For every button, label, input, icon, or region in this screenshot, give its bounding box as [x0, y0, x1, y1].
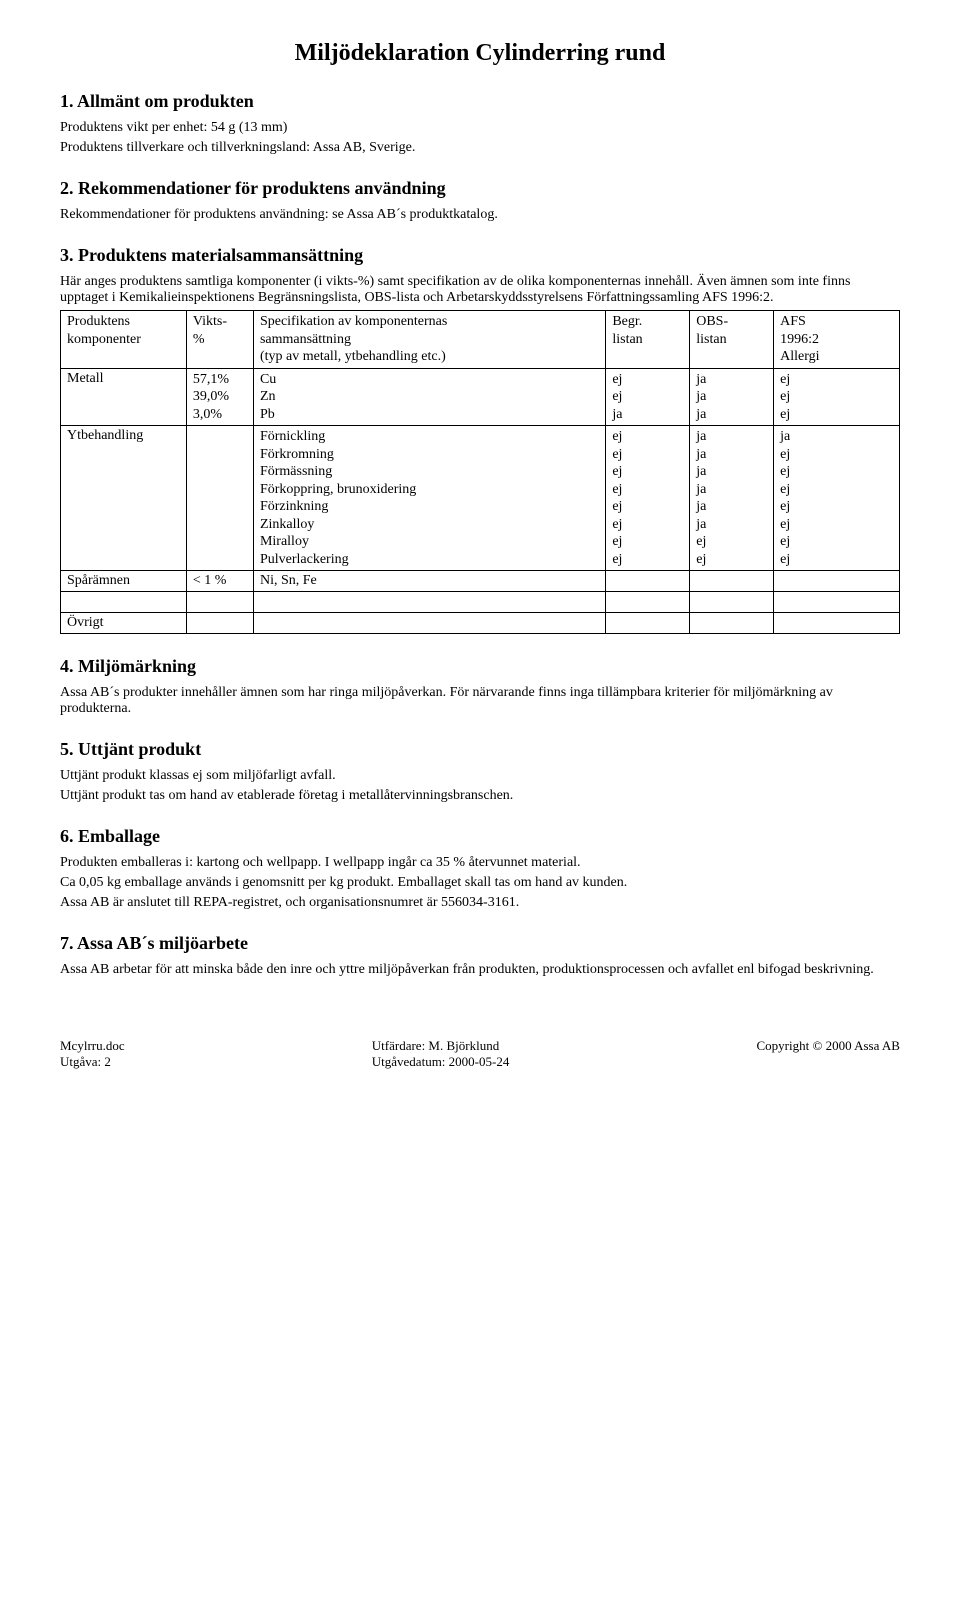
table-cell [253, 613, 605, 634]
th-obs: OBS-listan [690, 311, 774, 369]
table-cell [774, 613, 900, 634]
s5-line1: Uttjänt produkt klassas ej som miljöfarl… [60, 768, 900, 784]
table-cell: jajajajajajaejej [690, 426, 774, 571]
section-6-heading: 6. Emballage [60, 826, 900, 847]
table-cell [253, 592, 605, 613]
page-title: Miljödeklaration Cylinderring rund [60, 40, 900, 67]
table-cell: ejejej [774, 368, 900, 426]
table-cell: Övrigt [61, 613, 187, 634]
table-cell: Ytbehandling [61, 426, 187, 571]
s6-line3: Assa AB är anslutet till REPA-registret,… [60, 895, 900, 911]
s7-line1: Assa AB arbetar för att minska både den … [60, 962, 900, 978]
section-5-heading: 5. Uttjänt produkt [60, 739, 900, 760]
footer-left: Mcylrru.docUtgåva: 2 [60, 1038, 125, 1071]
section-1-heading: 1. Allmänt om produkten [60, 91, 900, 112]
s6-line1: Produkten emballeras i: kartong och well… [60, 855, 900, 871]
table-row: Spårämnen< 1 %Ni, Sn, Fe [61, 571, 900, 592]
footer-center: Utfärdare: M. BjörklundUtgåvedatum: 2000… [372, 1038, 510, 1071]
section-4-heading: 4. Miljömärkning [60, 656, 900, 677]
section-2-heading: 2. Rekommendationer för produktens använ… [60, 178, 900, 199]
table-row [61, 592, 900, 613]
table-cell [186, 613, 253, 634]
table-cell [690, 592, 774, 613]
s4-line1: Assa AB´s produkter innehåller ämnen som… [60, 685, 900, 717]
section-3-heading: 3. Produktens materialsammansättning [60, 245, 900, 266]
s1-line1: Produktens vikt per enhet: 54 g (13 mm) [60, 120, 900, 136]
s5-line2: Uttjänt produkt tas om hand av etablerad… [60, 788, 900, 804]
table-cell: ejejja [606, 368, 690, 426]
table-cell [606, 592, 690, 613]
table-row: Övrigt [61, 613, 900, 634]
th-komponenter: Produktenskomponenter [61, 311, 187, 369]
table-cell [774, 592, 900, 613]
table-cell: Ni, Sn, Fe [253, 571, 605, 592]
table-cell [606, 613, 690, 634]
table-cell [774, 571, 900, 592]
table-cell [606, 571, 690, 592]
th-spec: Specifikation av komponenternassammansät… [253, 311, 605, 369]
table-cell: jaejejejejejejej [774, 426, 900, 571]
s1-line2: Produktens tillverkare och tillverknings… [60, 140, 900, 156]
page-footer: Mcylrru.docUtgåva: 2 Utfärdare: M. Björk… [60, 1038, 900, 1071]
table-cell: Spårämnen [61, 571, 187, 592]
table-cell [61, 592, 187, 613]
table-cell [690, 613, 774, 634]
table-row: Ytbehandling FörnicklingFörkromningFörmäs… [61, 426, 900, 571]
table-cell [186, 592, 253, 613]
table-cell: 57,1%39,0%3,0% [186, 368, 253, 426]
table-cell: ejejejejejejejej [606, 426, 690, 571]
table-row: Metall57,1%39,0%3,0%CuZnPbejejjajajajaej… [61, 368, 900, 426]
th-begr: Begr.listan [606, 311, 690, 369]
footer-right: Copyright © 2000 Assa AB [756, 1038, 900, 1071]
s2-line1: Rekommendationer för produktens användni… [60, 207, 900, 223]
th-afs: AFS1996:2Allergi [774, 311, 900, 369]
table-cell: jajaja [690, 368, 774, 426]
table-cell [186, 426, 253, 571]
th-vikts: Vikts-% [186, 311, 253, 369]
material-table: Produktenskomponenter Vikts-% Specifikat… [60, 310, 900, 634]
table-cell: CuZnPb [253, 368, 605, 426]
table-cell: < 1 % [186, 571, 253, 592]
table-cell: FörnicklingFörkromningFörmässningFörkopp… [253, 426, 605, 571]
table-cell [690, 571, 774, 592]
material-table-body: Metall57,1%39,0%3,0%CuZnPbejejjajajajaej… [61, 368, 900, 634]
s3-intro: Här anges produktens samtliga komponente… [60, 274, 900, 306]
section-7-heading: 7. Assa AB´s miljöarbete [60, 933, 900, 954]
table-cell: Metall [61, 368, 187, 426]
table-header-row: Produktenskomponenter Vikts-% Specifikat… [61, 311, 900, 369]
s6-line2: Ca 0,05 kg emballage används i genomsnit… [60, 875, 900, 891]
